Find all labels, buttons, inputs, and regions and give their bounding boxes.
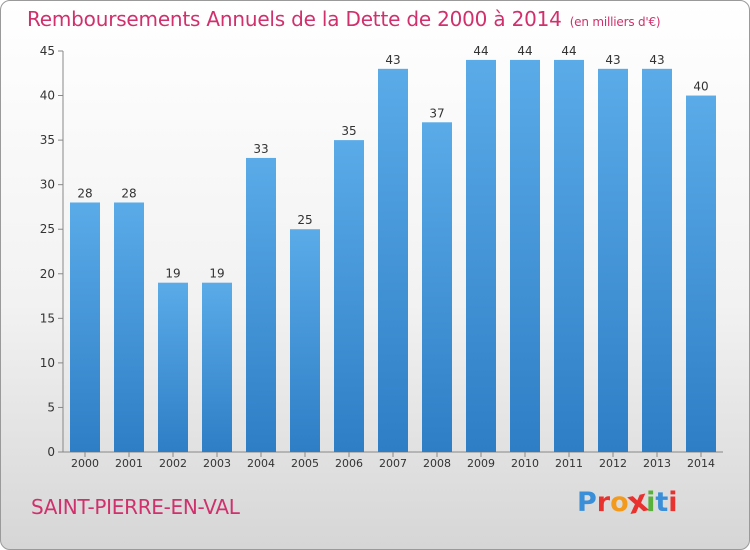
data-label: 43 bbox=[649, 53, 664, 67]
y-tick-label: 25 bbox=[40, 222, 55, 236]
bar-2010 bbox=[510, 59, 540, 453]
x-tick-label: 2012 bbox=[599, 457, 627, 470]
x-tick-label: 2003 bbox=[203, 457, 231, 470]
data-label: 37 bbox=[429, 106, 444, 120]
x-tick-label: 2014 bbox=[687, 457, 715, 470]
bar-series bbox=[70, 59, 716, 453]
bar-2006 bbox=[334, 140, 364, 452]
data-label: 33 bbox=[253, 142, 268, 156]
x-tick-label: 2006 bbox=[335, 457, 363, 470]
y-tick-label: 20 bbox=[40, 267, 55, 281]
proxiti-logo: Proxiti bbox=[577, 483, 678, 522]
bar-2001 bbox=[114, 202, 144, 452]
data-label: 28 bbox=[77, 186, 92, 200]
unit-label: (en milliers d'€) bbox=[569, 15, 661, 29]
data-label: 44 bbox=[473, 44, 488, 58]
x-tick-label: 2001 bbox=[115, 457, 143, 470]
x-tick-label: 2002 bbox=[159, 457, 187, 470]
chart-axes: 0 5 10 15 20 25 30 35 40 45 2000 2001 2002 2003 2004 20… bbox=[40, 44, 723, 470]
bar-2008 bbox=[422, 122, 452, 453]
data-label: 28 bbox=[121, 186, 136, 200]
data-label: 43 bbox=[605, 53, 620, 67]
data-label: 25 bbox=[297, 213, 312, 227]
y-tick-label: 5 bbox=[47, 400, 55, 414]
bar-2012 bbox=[598, 68, 628, 453]
data-label: 19 bbox=[209, 267, 224, 281]
title-text: Remboursements Annuels de la Dette de 20… bbox=[27, 7, 562, 31]
bar-2014 bbox=[686, 95, 716, 453]
logo-letter: t bbox=[655, 487, 669, 518]
x-tick-label: 2004 bbox=[247, 457, 275, 470]
y-tick-label: 40 bbox=[40, 89, 55, 103]
bar-2011 bbox=[554, 59, 584, 453]
x-tick-label: 2009 bbox=[467, 457, 495, 470]
logo-letter: i bbox=[668, 487, 678, 518]
bar-2009 bbox=[466, 59, 496, 453]
data-labels: 28 28 19 19 33 25 35 43 37 44 44 44 43 43 40 bbox=[77, 44, 708, 281]
data-label: 43 bbox=[385, 53, 400, 67]
x-tick-label: 2005 bbox=[291, 457, 319, 470]
bar-2003 bbox=[202, 282, 232, 452]
data-label: 44 bbox=[561, 44, 576, 58]
bar-2004 bbox=[246, 157, 276, 452]
y-tick-label: 10 bbox=[40, 356, 55, 370]
bar-2005 bbox=[290, 229, 320, 452]
x-tick-label: 2000 bbox=[71, 457, 99, 470]
data-label: 35 bbox=[341, 124, 356, 138]
bar-2002 bbox=[158, 282, 188, 452]
y-tick-label: 45 bbox=[40, 44, 55, 58]
bar-2007 bbox=[378, 68, 408, 453]
commune-name: SAINT-PIERRE-EN-VAL bbox=[31, 495, 240, 519]
x-tick-label: 2010 bbox=[511, 457, 539, 470]
x-tick-label: 2013 bbox=[643, 457, 671, 470]
bar-2000 bbox=[70, 202, 100, 452]
x-tick-label: 2008 bbox=[423, 457, 451, 470]
y-tick-label: 0 bbox=[47, 445, 55, 459]
logo-letter: o bbox=[610, 487, 629, 518]
y-tick-label: 15 bbox=[40, 311, 55, 325]
x-tick-label: 2007 bbox=[379, 457, 407, 470]
data-label: 40 bbox=[693, 80, 708, 94]
bar-2013 bbox=[642, 68, 672, 453]
logo-letter: r bbox=[596, 487, 611, 518]
data-label: 44 bbox=[517, 44, 532, 58]
y-tick-label: 35 bbox=[40, 133, 55, 147]
x-tick-label: 2011 bbox=[555, 457, 583, 470]
data-label: 19 bbox=[165, 267, 180, 281]
logo-letter: i bbox=[646, 487, 656, 518]
logo-letter: P bbox=[577, 487, 597, 518]
y-tick-label: 30 bbox=[40, 178, 55, 192]
chart-title: Remboursements Annuels de la Dette de 20… bbox=[27, 7, 661, 31]
